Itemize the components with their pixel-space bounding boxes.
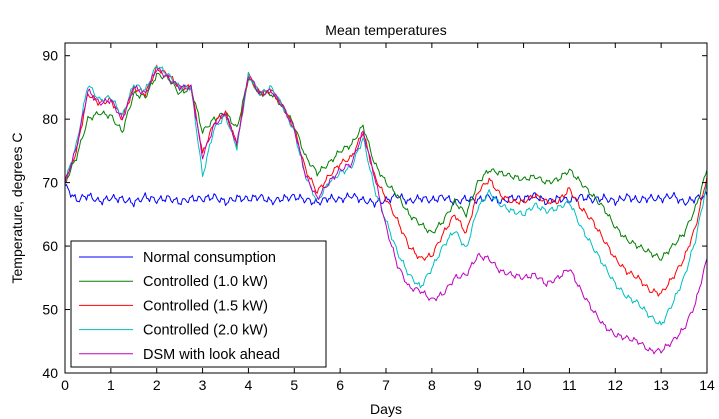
legend-label: Controlled (1.0 kW) [143,274,268,290]
series-layer [64,64,708,355]
legend-label: Controlled (2.0 kW) [143,323,268,339]
chart-title: Mean temperatures [325,22,446,38]
y-tick-label: 90 [42,48,58,64]
legend-label: DSM with look ahead [143,347,280,363]
x-tick-label: 0 [61,377,69,393]
legend: Normal consumption Controlled (1.0 kW) Con… [70,240,327,368]
y-axis-title: Temperature, degrees C [9,133,25,284]
legend-label: Controlled (1.5 kW) [143,298,268,314]
x-axis-title: Days [370,401,402,417]
x-tick-label: 11 [562,377,577,393]
y-tick-label: 40 [42,365,58,381]
y-tick-label: 50 [42,302,58,318]
x-tick-label: 2 [153,377,161,393]
legend-label: Normal consumption [143,250,276,266]
series-line-1 [64,184,708,208]
x-tick-label: 12 [607,377,623,393]
y-tick-label: 60 [42,238,58,254]
series-line-5 [64,68,708,355]
series-line-3 [64,64,708,297]
x-tick-label: 7 [382,377,390,393]
x-tick-label: 8 [428,377,436,393]
x-tick-label: 13 [653,377,669,393]
x-tick-label: 1 [107,377,115,393]
y-tick-label: 70 [42,175,58,191]
x-tick-label: 4 [245,377,253,393]
y-tick-label: 80 [42,111,58,127]
series-line-4 [64,65,708,326]
x-tick-label: 9 [474,377,482,393]
x-tick-label: 5 [290,377,298,393]
x-tick-label: 14 [699,377,715,393]
x-tick-label: 6 [336,377,344,393]
legend-box [70,240,327,368]
x-tick-label: 10 [516,377,532,393]
x-tick-label: 3 [199,377,207,393]
